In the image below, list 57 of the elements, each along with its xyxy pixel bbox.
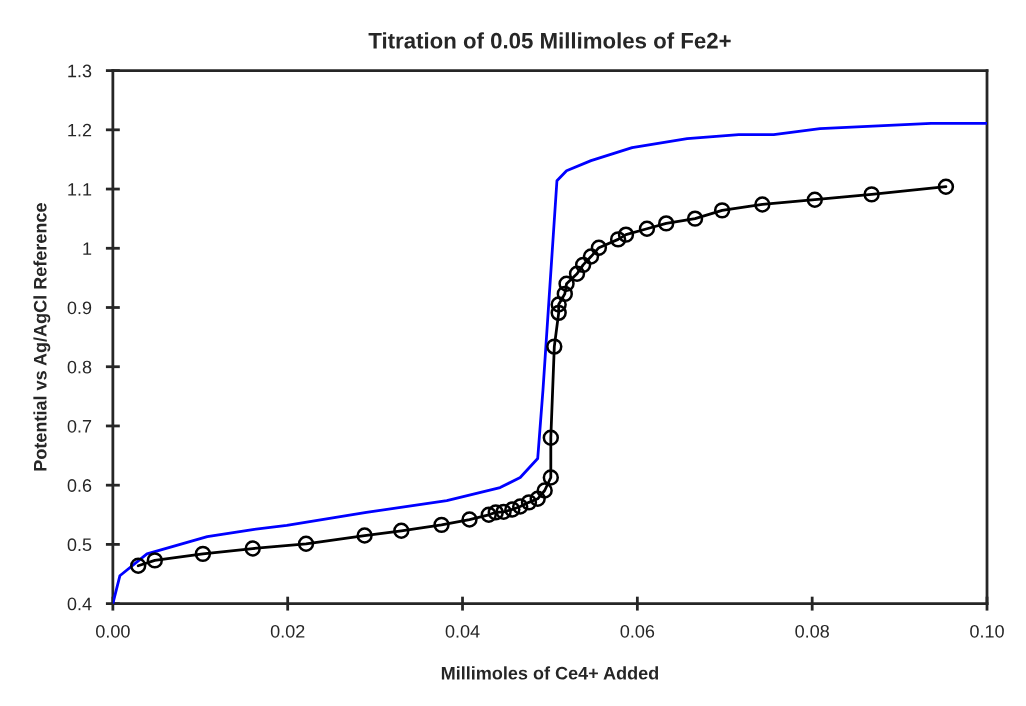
y-axis-title: Potential vs Ag/AgCl Reference <box>33 203 51 471</box>
point <box>194 545 212 563</box>
point <box>487 504 504 521</box>
point <box>590 239 608 256</box>
point <box>536 482 553 499</box>
point <box>550 296 567 313</box>
point <box>558 275 575 293</box>
y-tick-label: 1.2 <box>68 123 92 137</box>
point <box>146 552 164 569</box>
point <box>754 196 771 213</box>
y-tick-label: 1.3 <box>68 64 92 78</box>
point <box>617 226 635 243</box>
point <box>574 256 592 274</box>
point <box>461 511 478 528</box>
point <box>713 202 731 219</box>
y-tick-label: 1 <box>83 242 92 255</box>
chart-title: Titration of 0.05 Millimoles of Fe2+ <box>368 32 731 49</box>
x-tick-label: 0.10 <box>970 624 1004 638</box>
point <box>542 429 559 446</box>
point <box>568 265 586 282</box>
y-tick-label: 0.5 <box>67 538 92 552</box>
point <box>512 498 529 515</box>
y-tick-label: 0.6 <box>67 479 92 492</box>
point <box>520 494 538 511</box>
x-tick-label: 0.04 <box>445 624 480 638</box>
point <box>130 557 147 574</box>
point <box>529 490 546 507</box>
point <box>863 186 880 203</box>
x-tick-label: 0.00 <box>96 624 130 638</box>
point <box>504 501 521 518</box>
y-tick-label: 0.9 <box>67 301 92 315</box>
x-tick-label: 0.08 <box>795 624 829 638</box>
point <box>550 304 567 322</box>
x-tick-label: 0.02 <box>270 624 305 638</box>
point <box>556 285 573 303</box>
point <box>356 527 373 544</box>
point <box>495 503 512 521</box>
x-axis-title: Millimoles of Ce4+ Added <box>441 666 659 680</box>
point <box>433 516 450 534</box>
point <box>393 522 410 539</box>
y-tick-label: 1.1 <box>68 183 92 196</box>
y-tick-label: 0.7 <box>67 419 92 433</box>
point <box>686 210 704 227</box>
point <box>244 540 261 557</box>
y-tick-label: 0.8 <box>67 360 92 374</box>
point <box>546 338 563 355</box>
x-tick-label: 0.06 <box>620 624 655 638</box>
y-tick-label: 0.4 <box>67 597 92 611</box>
point <box>297 535 315 553</box>
point <box>658 215 675 232</box>
point <box>937 178 955 195</box>
point <box>638 220 656 237</box>
point <box>582 248 600 265</box>
point <box>609 231 627 248</box>
point <box>806 191 823 208</box>
point <box>480 506 497 523</box>
point <box>542 469 559 486</box>
